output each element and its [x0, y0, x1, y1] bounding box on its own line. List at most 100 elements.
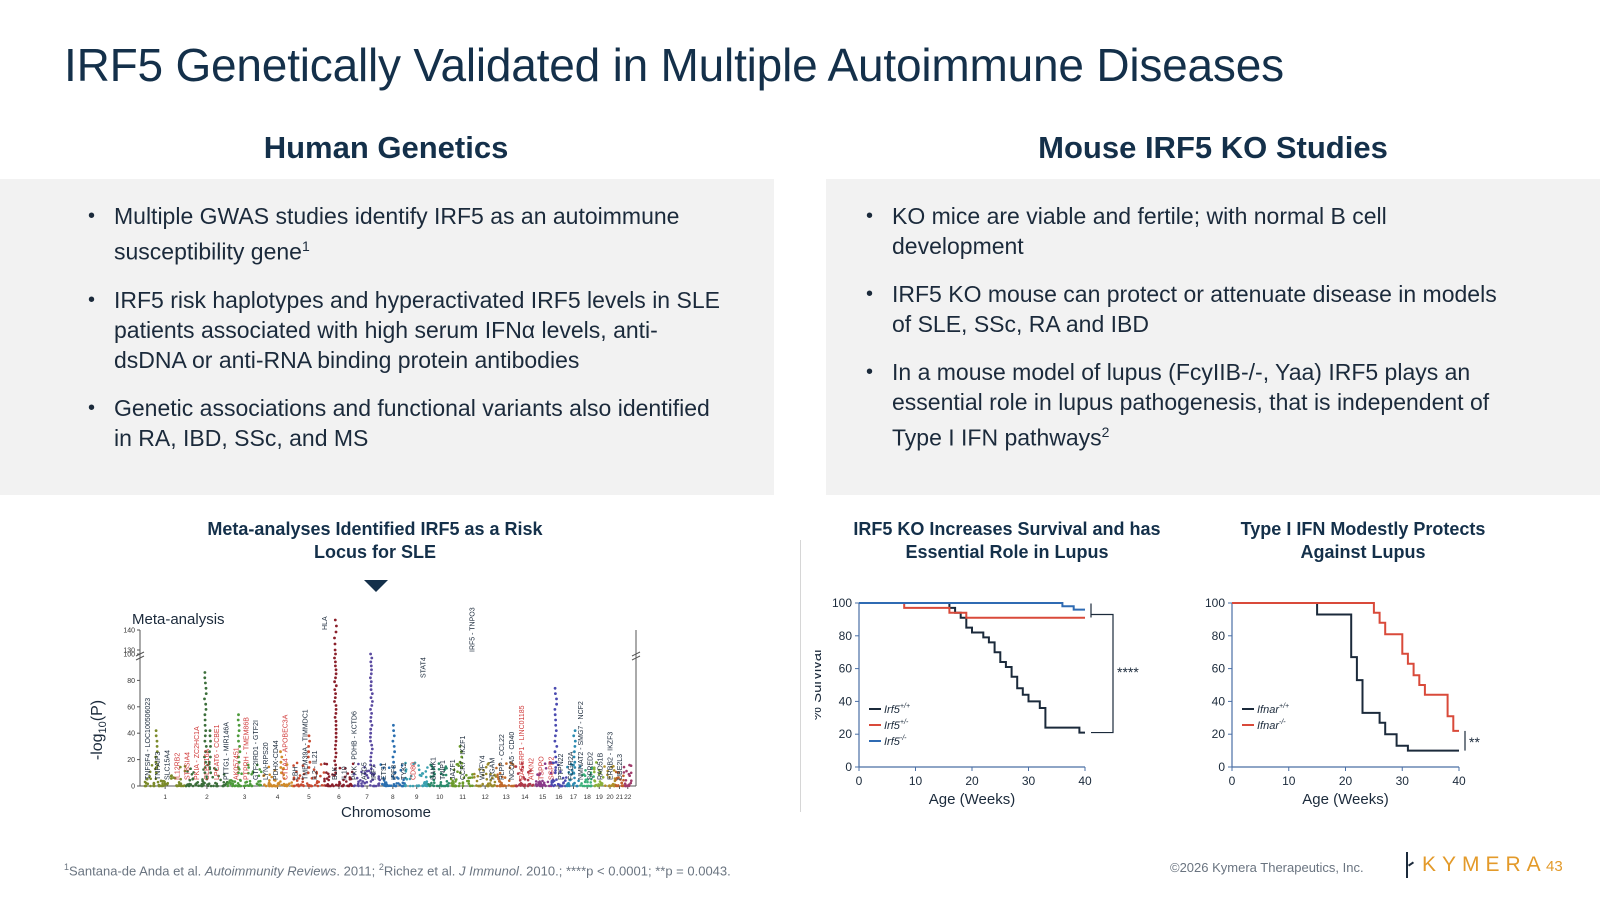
manhattan-point	[156, 780, 160, 784]
manhattan-point	[429, 775, 433, 778]
manhattan-point	[255, 782, 259, 786]
survival-series-line	[859, 602, 1085, 734]
manhattan-point	[183, 765, 187, 768]
survival-xtick: 20	[965, 774, 979, 788]
manhattan-point	[333, 774, 336, 777]
manhattan-gene-label: PKIA - ZC2HC1A	[194, 726, 201, 780]
manhattan-point	[531, 784, 534, 787]
survival-chart-1-title-line1: IRF5 KO Increases Survival and has	[853, 519, 1161, 539]
manhattan-peak-point	[370, 751, 373, 755]
manhattan-point	[578, 765, 582, 768]
manhattan-point	[430, 781, 433, 785]
manhattan-point	[562, 781, 565, 785]
manhattan-peak-point	[392, 734, 396, 738]
manhattan-point	[217, 774, 220, 778]
manhattan-point	[372, 764, 376, 767]
manhattan-point	[554, 769, 557, 772]
manhattan-point	[280, 783, 283, 787]
manhattan-point	[424, 783, 427, 787]
manhattan-peak-point	[236, 718, 240, 722]
manhattan-point	[257, 780, 260, 783]
manhattan-peak-point	[203, 755, 206, 759]
manhattan-xtick: 10	[436, 794, 444, 801]
manhattan-peak-point	[393, 750, 396, 754]
manhattan-peak-point	[279, 760, 283, 764]
manhattan-point	[484, 765, 488, 769]
manhattan-peak-point	[333, 642, 337, 646]
survival-ytick: 80	[839, 629, 853, 643]
survival-axes: 0 20 40 60 80 100 0 10 20 30 40	[832, 596, 1092, 788]
manhattan-point	[282, 773, 285, 776]
manhattan-point	[622, 771, 626, 774]
manhattan-peak-point	[236, 766, 240, 769]
manhattan-point	[352, 772, 356, 776]
survival-ytick: 0	[1218, 760, 1225, 774]
manhattan-point	[371, 778, 375, 781]
manhattan-peak-point	[203, 713, 207, 717]
manhattan-point	[609, 784, 612, 788]
manhattan-point	[507, 784, 511, 787]
survival-series-line	[859, 602, 1085, 611]
manhattan-point	[327, 775, 331, 778]
manhattan-gene-label: IL12RB2	[175, 753, 182, 780]
manhattan-point	[550, 761, 554, 764]
manhattan-point	[612, 769, 616, 772]
manhattan-point	[272, 778, 276, 782]
manhattan-peak-point	[369, 680, 373, 684]
manhattan-point	[301, 780, 304, 784]
manhattan-point	[622, 778, 625, 782]
manhattan-peak-point	[237, 723, 241, 727]
manhattan-point	[186, 783, 189, 786]
manhattan-gene-label: NCOA5 - CD40	[509, 732, 516, 780]
manhattan-ytick: 80	[127, 678, 135, 685]
manhattan-point	[392, 777, 396, 780]
ref1-sup: 1	[64, 862, 70, 872]
survival-xlabel: Age (Weeks)	[929, 791, 1015, 808]
manhattan-peak-point	[370, 747, 374, 751]
manhattan-peak-point	[572, 755, 576, 759]
manhattan-point	[583, 780, 587, 784]
manhattan-point	[298, 774, 302, 777]
manhattan-peak-point	[280, 755, 284, 759]
manhattan-point	[411, 784, 415, 788]
manhattan-point	[360, 784, 364, 788]
manhattan-point	[327, 772, 330, 776]
manhattan-xtick: 13	[502, 794, 510, 801]
manhattan-point	[215, 784, 218, 788]
manhattan-point	[379, 763, 383, 766]
manhattan-point	[391, 775, 395, 778]
manhattan-point	[417, 764, 420, 767]
manhattan-ylabel: -log10(P)	[89, 700, 109, 760]
manhattan-peak-point	[279, 750, 282, 754]
survival-ytick: 60	[839, 662, 853, 676]
manhattan-peak-point	[204, 681, 207, 685]
manhattan-peak-point	[203, 766, 207, 769]
manhattan-point	[529, 769, 532, 773]
manhattan-point	[310, 777, 314, 780]
survival-chart-2-title-line1: Type I IFN Modestly Protects	[1240, 519, 1486, 539]
manhattan-point	[432, 775, 435, 778]
manhattan-point	[484, 772, 488, 776]
page-number: 43	[1546, 858, 1563, 875]
manhattan-peak-point	[334, 652, 337, 656]
manhattan-peak-point	[209, 739, 212, 743]
manhattan-point	[345, 780, 348, 783]
manhattan-point	[360, 770, 363, 774]
manhattan-xtick: 22	[624, 794, 632, 801]
survival-xlabel: Age (Weeks)	[1302, 791, 1388, 808]
manhattan-point	[377, 775, 381, 778]
manhattan-point	[485, 778, 489, 781]
human-genetics-bullet-text: Multiple GWAS studies identify IRF5 as a…	[114, 203, 680, 265]
manhattan-peak-point	[572, 734, 576, 738]
manhattan-point	[571, 784, 575, 787]
manhattan-point	[338, 780, 341, 784]
manhattan-point	[357, 762, 360, 766]
manhattan-xtick: 15	[539, 794, 547, 801]
manhattan-point	[246, 784, 249, 787]
manhattan-point	[514, 765, 518, 768]
manhattan-peak-point	[554, 692, 557, 695]
manhattan-gene-label: FCGR2A	[568, 751, 575, 780]
manhattan-point	[323, 779, 326, 783]
manhattan-point	[518, 779, 522, 782]
manhattan-point	[295, 779, 299, 782]
